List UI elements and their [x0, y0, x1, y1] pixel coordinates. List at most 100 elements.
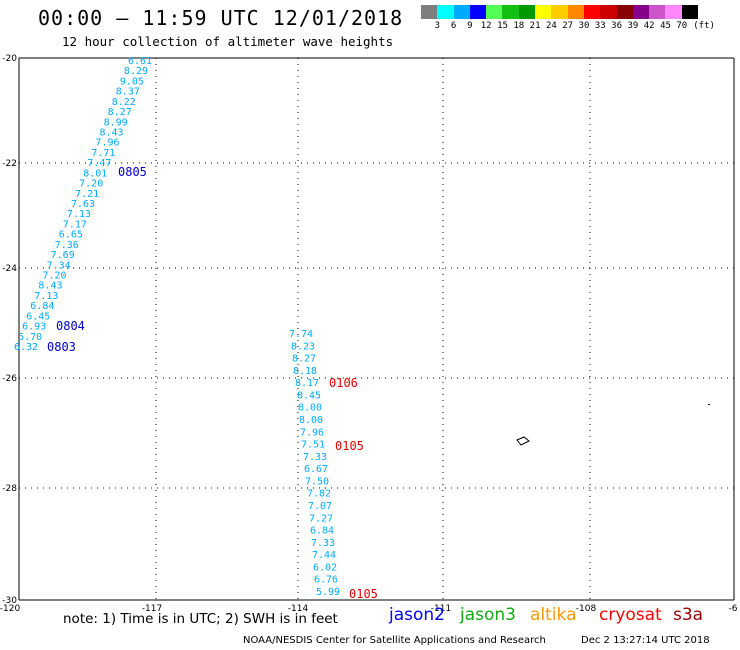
wave-height-label: 8.37: [116, 87, 140, 98]
color-scale-label: 42: [643, 21, 655, 31]
wave-height-label: 7.20: [79, 179, 103, 190]
color-swatch: [665, 5, 682, 19]
color-swatch: [421, 5, 438, 19]
axis-ticks: -120 -117 -114 -111 -108 -6 -20 -22 -24 -26 -28 -30: [0, 54, 738, 614]
wave-height-label: 6.84: [310, 526, 334, 537]
lat-tick-label: -24: [2, 264, 17, 274]
color-scale-label: 18: [513, 21, 525, 31]
wave-height-label: 7.20: [43, 271, 67, 282]
wave-height-label: 7.33: [303, 452, 327, 463]
color-scale-label: 15: [497, 21, 508, 31]
pass-label: 0105: [349, 587, 378, 601]
wave-height-label: 6.65: [59, 230, 83, 241]
wave-height-label: 7.47: [87, 158, 111, 169]
wave-height-label: 7.44: [312, 550, 336, 561]
lon-tick-label: -114: [288, 604, 309, 614]
color-scale-label: 39: [627, 21, 639, 31]
wave-height-label: 7.13: [34, 291, 58, 302]
wave-height-label: 8.18: [293, 366, 317, 377]
lon-tick-label: -120: [0, 604, 20, 614]
wave-height-label: 6.61: [128, 56, 152, 67]
wave-height-label: 5.99: [316, 587, 340, 598]
satellite-legend-item: jason2: [389, 605, 445, 625]
wave-height-label: 8.23: [291, 341, 315, 352]
color-swatch: [518, 5, 536, 19]
lat-tick-label: -26: [2, 374, 17, 384]
wave-height-label: 6.76: [314, 575, 338, 586]
wave-height-label: 8.43: [38, 281, 62, 292]
wave-height-label: 8.43: [100, 128, 124, 139]
wave-height-label: 5.70: [18, 332, 42, 343]
color-scale: [421, 5, 699, 19]
wave-height-label: 7.74: [289, 329, 313, 340]
wave-height-label: 8.00: [298, 403, 322, 414]
wave-height-label: 7.71: [91, 148, 115, 159]
color-scale-label: 9: [467, 21, 473, 31]
wave-height-label: 9.05: [120, 76, 144, 87]
wave-height-label: 7.27: [309, 513, 333, 524]
color-scale-label: 45: [660, 21, 671, 31]
color-swatch: [486, 5, 503, 19]
satellite-legend-item: jason3: [460, 605, 516, 625]
lat-tick-label: -22: [2, 159, 17, 169]
color-swatch: [453, 5, 470, 19]
color-scale-label: 30: [578, 21, 590, 31]
wave-height-label: 6.84: [30, 301, 54, 312]
grid-lines: [19, 58, 734, 599]
color-swatch: [681, 5, 699, 19]
lon-tick-label: -6: [729, 604, 738, 614]
lon-tick-label: -108: [576, 604, 597, 614]
wave-height-label: 8.27: [292, 354, 316, 365]
pass-label: 0106: [329, 376, 358, 390]
lat-tick-label: -28: [2, 484, 17, 494]
wave-height-label: 7.82: [307, 489, 331, 500]
pass-label: 0803: [47, 340, 76, 354]
satellite-legend-item: cryosat: [599, 605, 662, 625]
page-subtitle: 12 hour collection of altimeter wave hei…: [62, 34, 394, 49]
map-frame: [18, 57, 735, 601]
pass-label: 0804: [56, 319, 85, 333]
wave-height-label: 7.34: [47, 260, 71, 271]
color-swatch: [583, 5, 601, 19]
wave-height-label: 6.32: [14, 342, 38, 353]
color-scale-label: 21: [529, 21, 541, 31]
lon-tick-label: -111: [431, 604, 451, 614]
wave-height-label: 8.45: [297, 390, 321, 401]
color-swatch: [551, 5, 568, 19]
wave-height-label: 7.33: [311, 538, 335, 549]
color-swatch: [437, 5, 454, 19]
wave-height-label: 7.13: [67, 209, 91, 220]
island-outline: [516, 404, 710, 446]
wave-height-label: 7.96: [300, 427, 324, 438]
color-scale-label: 33: [594, 21, 606, 31]
wave-height-label: 8.17: [295, 378, 319, 389]
color-scale-label: 27: [562, 21, 574, 31]
color-swatch: [567, 5, 584, 19]
color-swatch: [535, 5, 552, 19]
wave-height-label: 7.17: [63, 219, 87, 230]
wave-height-label: 8.00: [299, 415, 323, 426]
wave-height-label: 6.67: [304, 464, 328, 475]
color-scale-label: 36: [611, 21, 623, 31]
color-swatch: [469, 5, 487, 19]
satellite-legend-item: s3a: [673, 605, 704, 625]
color-swatch: [649, 5, 666, 19]
wave-height-label: 7.96: [95, 138, 119, 149]
wave-height-label: 6.45: [26, 311, 50, 322]
color-scale-label: (ft): [693, 21, 715, 31]
wave-height-label: 8.22: [112, 97, 136, 108]
wave-height-label: 7.69: [51, 250, 75, 261]
color-swatch: [600, 5, 617, 19]
wave-height-label: 8.99: [104, 117, 128, 128]
color-swatch: [616, 5, 633, 19]
wave-height-label: 7.50: [305, 476, 329, 487]
satellite-legend-item: altika: [530, 605, 577, 625]
page-title: 00:00 – 11:59 UTC 12/01/2018: [38, 6, 404, 30]
color-scale-label: 24: [545, 21, 557, 31]
color-scale-label: 6: [450, 21, 457, 31]
lon-tick-label: -117: [142, 604, 162, 614]
wave-height-label: 6.02: [313, 562, 337, 573]
pass-label: 0805: [118, 165, 147, 179]
color-scale-label: 12: [480, 21, 492, 31]
